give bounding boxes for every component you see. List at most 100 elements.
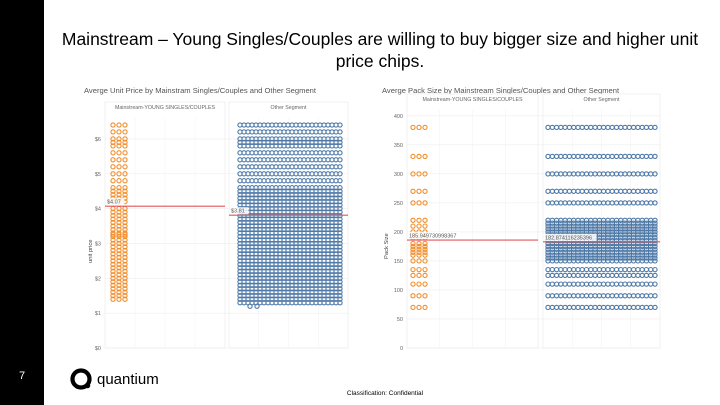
chart-2-point (410, 246, 416, 252)
chart-1-point (337, 254, 343, 261)
chart-2-point (422, 240, 428, 247)
chart-1-point (122, 247, 128, 254)
chart-2-point (422, 217, 428, 223)
chart-2-point (422, 124, 428, 131)
chart-1-point (116, 178, 122, 184)
chart-2-point (416, 153, 422, 160)
chart-1-point (116, 171, 122, 177)
chart-2-point (410, 171, 416, 177)
chart-2-point (416, 124, 422, 131)
chart-2-point (652, 232, 658, 238)
chart-1-point (110, 251, 116, 257)
chart-1-point (110, 268, 116, 274)
chart-1-point (110, 209, 116, 215)
chart-1-point (337, 275, 343, 281)
chart-2-point (416, 200, 422, 206)
chart-2-point (410, 240, 416, 247)
chart-2-point (652, 281, 658, 287)
chart-1-point (122, 251, 128, 257)
chart-1-point (116, 122, 122, 128)
chart-1-point (110, 272, 116, 278)
chart-2-point (652, 237, 658, 244)
chart-1-point (337, 300, 343, 306)
chart-1-point (337, 230, 343, 236)
chart-1-point (116, 286, 122, 292)
chart-1-point (116, 237, 122, 243)
chart-1-point (337, 279, 343, 285)
chart-2-y-axis-label: Pack Size (384, 233, 390, 259)
chart-2-point (410, 281, 416, 287)
chart-1-point (122, 178, 128, 184)
chart-2-point (416, 171, 422, 177)
chart-1-point (110, 247, 116, 254)
chart-1-point (122, 212, 128, 219)
chart-1-point (337, 251, 343, 257)
quantium-logo-icon (70, 368, 92, 390)
chart-2-point (422, 188, 428, 194)
chart-2-point (652, 235, 658, 241)
chart-1-point (122, 150, 128, 156)
chart-2-y-tick-label: 150 (394, 259, 403, 265)
chart-1-point (122, 289, 128, 295)
chart-1-point (116, 223, 122, 229)
chart-1-point (122, 272, 128, 278)
chart-1-point (116, 254, 122, 261)
chart-1-point (122, 279, 128, 285)
chart-1-point (110, 265, 116, 271)
chart-2-y-tick-label: 350 (394, 143, 403, 149)
chart-1-point (337, 185, 343, 191)
chart-2-point (652, 220, 658, 226)
chart-1-point (122, 129, 128, 135)
chart-1-point (337, 136, 343, 142)
chart-2-panel-label: Other Segment (584, 97, 620, 103)
chart-1-point (337, 219, 343, 226)
classification-label: Classification: Confidential (346, 390, 424, 397)
chart-2-point (652, 272, 658, 279)
chart-2-y-tick-label: 100 (394, 288, 403, 294)
chart-1-reference-label: $3.81 (231, 209, 245, 215)
chart-1-point (110, 178, 116, 184)
chart-1-point (116, 293, 122, 299)
chart-2-point (410, 153, 416, 160)
chart-2-title: Averge Pack Size by Mainstream Singles/C… (382, 86, 620, 95)
chart-2-y-tick-label: 250 (394, 201, 403, 207)
chart-2-point (416, 188, 422, 194)
chart-1-point (122, 265, 128, 271)
chart-2-point (416, 304, 422, 311)
chart-1-point (116, 150, 122, 156)
chart-1-point (122, 185, 128, 191)
chart-1-point (337, 157, 343, 163)
chart-1-point (122, 275, 128, 281)
chart-1-point (110, 240, 116, 247)
chart-2-point (422, 200, 428, 206)
chart-1-point (337, 289, 343, 295)
chart-1-point (337, 216, 343, 222)
chart-1-point (116, 188, 122, 194)
chart-1-point (122, 268, 128, 274)
chart-1-point (116, 230, 122, 236)
chart-2-point (652, 304, 658, 311)
chart-1-point (122, 237, 128, 243)
chart-1-point (116, 272, 122, 278)
chart-1-point (116, 289, 122, 295)
chart-1-point (122, 192, 128, 198)
chart-2-point (422, 272, 428, 279)
chart-1-point (116, 157, 122, 163)
brand-name: quantium (97, 370, 159, 388)
chart-1-point (337, 282, 343, 288)
chart-2-point (422, 223, 428, 229)
chart-2-reference-label: 182.874116235396 (545, 235, 592, 241)
chart-1-point (110, 216, 116, 222)
chart-1-reference-label-bg (230, 207, 249, 215)
chart-1-point (116, 136, 122, 142)
chart-1-y-tick-label: $0 (95, 346, 101, 352)
chart-2-point (422, 243, 428, 250)
chart-1-point (337, 244, 343, 250)
chart-1-point (122, 258, 128, 264)
chart-2-point (410, 217, 416, 223)
chart-1-point (122, 261, 128, 268)
chart-1-point (122, 139, 128, 146)
chart-1-point (122, 223, 128, 229)
chart-1-point (116, 261, 122, 268)
